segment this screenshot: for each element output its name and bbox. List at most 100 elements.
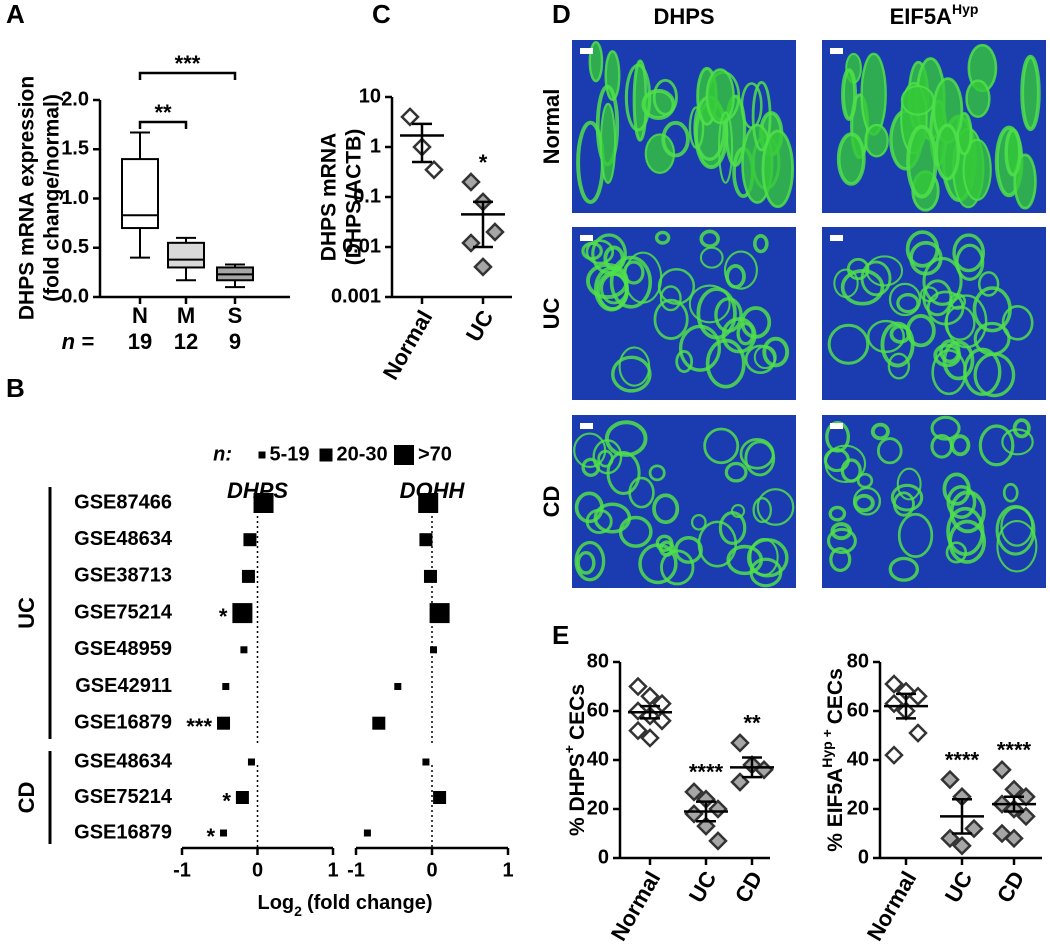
y-tick-label: 1.5 bbox=[61, 138, 89, 160]
marker bbox=[241, 569, 255, 583]
crypt bbox=[919, 286, 939, 303]
crypt bbox=[604, 420, 648, 457]
marker bbox=[433, 791, 447, 804]
crypt bbox=[599, 102, 617, 184]
n-value: 9 bbox=[229, 329, 241, 354]
legend-label: >70 bbox=[418, 443, 452, 465]
crypt bbox=[933, 343, 962, 368]
significance-label: *** bbox=[175, 51, 201, 76]
marker bbox=[418, 493, 439, 513]
crypt bbox=[942, 472, 971, 506]
crypt bbox=[730, 504, 746, 519]
crypt bbox=[888, 282, 922, 317]
crypt bbox=[826, 527, 857, 555]
crypt bbox=[978, 424, 1015, 467]
data-point bbox=[908, 723, 928, 743]
significance-label: *** bbox=[186, 714, 212, 739]
significance-label: ** bbox=[154, 100, 172, 125]
crypt bbox=[690, 513, 707, 531]
crypt bbox=[600, 272, 629, 305]
y-tick-label: 80 bbox=[847, 650, 869, 672]
crypt bbox=[860, 260, 892, 297]
crypt bbox=[753, 345, 777, 370]
crypt bbox=[824, 444, 867, 484]
crypt bbox=[1002, 482, 1019, 503]
crypt bbox=[653, 298, 689, 340]
legend-marker bbox=[394, 445, 414, 465]
marker bbox=[220, 829, 228, 837]
marker bbox=[419, 533, 433, 547]
legend-label: 20-30 bbox=[337, 443, 388, 465]
data-point bbox=[884, 674, 904, 694]
crypt bbox=[606, 451, 641, 496]
x-tick-label: S bbox=[228, 303, 243, 328]
significance-label: * bbox=[222, 788, 231, 813]
crypt bbox=[890, 483, 924, 512]
crypt bbox=[827, 323, 870, 365]
n-value: 19 bbox=[128, 329, 152, 354]
y-tick-label: 10 bbox=[359, 85, 381, 107]
crypt bbox=[749, 537, 779, 577]
y-axis-label: (fold change/normal) bbox=[41, 94, 64, 302]
crypt bbox=[703, 427, 740, 465]
y-axis-label-rest: CECs bbox=[824, 668, 847, 724]
crypt bbox=[705, 68, 735, 125]
crypt bbox=[761, 129, 795, 209]
marker bbox=[363, 829, 371, 837]
marker bbox=[394, 683, 402, 690]
crypt bbox=[574, 491, 604, 524]
crypt bbox=[945, 541, 968, 564]
column-title: DHPS bbox=[653, 4, 714, 29]
crypt bbox=[829, 546, 852, 573]
crypt bbox=[624, 63, 652, 132]
crypt bbox=[866, 319, 905, 354]
panel-label: C bbox=[372, 0, 391, 29]
crypt bbox=[654, 230, 671, 245]
panel-label: A bbox=[6, 0, 25, 29]
crypt bbox=[945, 294, 988, 349]
crypt bbox=[756, 488, 795, 526]
crypt bbox=[905, 230, 940, 268]
x-tick-label: -1 bbox=[347, 859, 365, 881]
crypt bbox=[696, 287, 737, 340]
crypt bbox=[930, 415, 961, 441]
y-tick-label: 0.0 bbox=[61, 285, 89, 307]
x-tick-label: UC bbox=[684, 867, 722, 907]
data-point bbox=[684, 804, 704, 824]
legend-title: n: bbox=[213, 443, 232, 465]
x-tick-label: Normal bbox=[862, 867, 922, 945]
row-label: GSE75214 bbox=[74, 786, 173, 808]
crypt bbox=[905, 314, 936, 348]
row-title: Normal bbox=[539, 89, 564, 165]
row-label: GSE16879 bbox=[74, 821, 172, 843]
crypt bbox=[962, 138, 992, 201]
crypt bbox=[896, 467, 922, 501]
row-label: GSE42911 bbox=[75, 675, 172, 697]
y-tick-label: 0 bbox=[598, 846, 609, 868]
data-point bbox=[640, 686, 660, 707]
y-axis-label: (DHPS/ACTB) bbox=[343, 129, 366, 266]
column-title-text: DHPS bbox=[653, 4, 714, 29]
significance-label: **** bbox=[997, 738, 1032, 763]
panel-label: D bbox=[552, 0, 571, 29]
crypt bbox=[952, 233, 985, 273]
scale-bar bbox=[580, 423, 593, 429]
y-axis-label-sup: Hyp + bbox=[819, 729, 835, 768]
crypt bbox=[603, 245, 625, 271]
crypt bbox=[660, 549, 695, 586]
crypt bbox=[876, 437, 903, 465]
y-axis-label: % EIF5AHyp + CECs bbox=[819, 668, 847, 852]
crypt bbox=[864, 123, 889, 158]
crypt bbox=[688, 284, 731, 324]
crypt bbox=[574, 540, 606, 582]
data-point bbox=[992, 760, 1012, 780]
crypt bbox=[585, 508, 613, 534]
marker bbox=[429, 603, 450, 624]
row-label: GSE87466 bbox=[74, 491, 172, 513]
marker bbox=[240, 646, 248, 654]
row-label: GSE48634 bbox=[74, 528, 173, 550]
crypt bbox=[744, 440, 776, 477]
significance-label: * bbox=[479, 150, 488, 175]
